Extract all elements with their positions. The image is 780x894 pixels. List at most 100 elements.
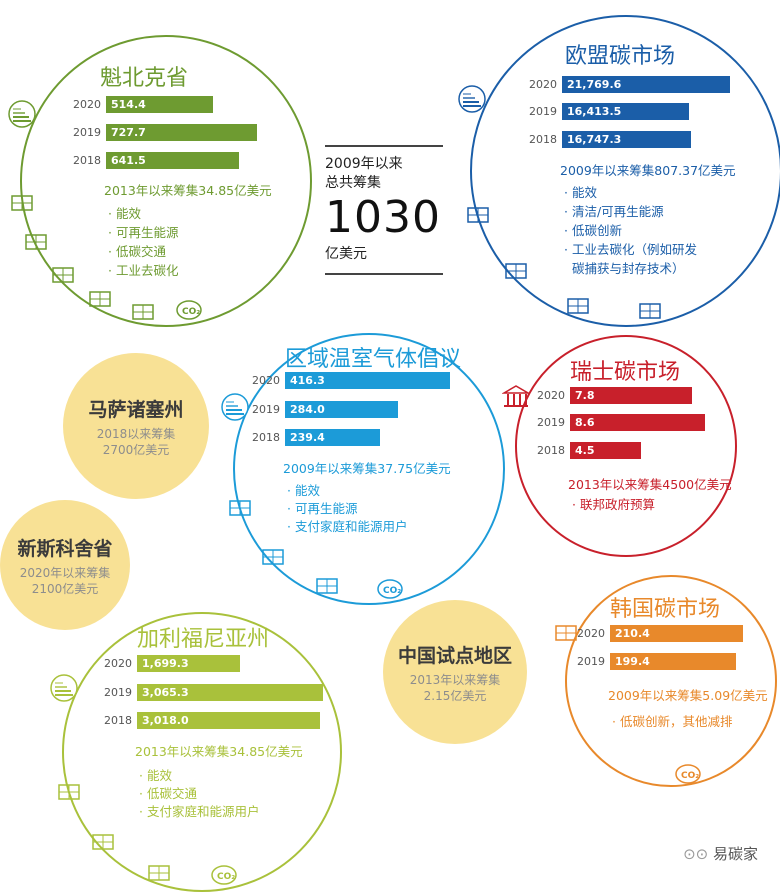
region-circle: 新斯科舍省 2020年以来筹集 2100亿美元 (0, 500, 130, 630)
bullet-dot: · (564, 185, 572, 200)
bullet-dot: · (108, 244, 116, 259)
solar-panel-icon (502, 256, 530, 284)
bus-icon (55, 777, 83, 805)
bar-year-label: 2020 (104, 657, 132, 670)
bullet-item: · 能效 (139, 765, 172, 784)
bar-year-label: 2020 (73, 98, 101, 111)
svg-text:CO₂: CO₂ (681, 771, 699, 781)
bar: 3,065.3 (137, 684, 323, 701)
bullet-text: 可再生能源 (115, 225, 179, 240)
panel-title: 瑞士碳市场 (570, 360, 681, 385)
bullet-item: · 可再生能源 (287, 498, 357, 517)
house-icon (313, 571, 341, 599)
bullet-dot: · (564, 242, 572, 257)
bullet-dot: · (108, 206, 116, 221)
bullet-text: 工业去碳化 (115, 263, 179, 278)
divider (325, 273, 443, 275)
region-amount: 2013年以来筹集 2.15亿美元 (410, 672, 501, 704)
bullet-dot (564, 261, 572, 276)
region-circle: 中国试点地区 2013年以来筹集 2.15亿美元 (383, 600, 527, 744)
factory-icon (129, 297, 157, 325)
region-circle: 马萨诸塞州 2018以来筹集 2700亿美元 (63, 353, 209, 499)
wind-turbine-icon (8, 188, 36, 216)
bus-icon (49, 260, 77, 288)
energy-rating-icon (49, 673, 78, 702)
watermark: ⊙⊙ 易碳家 (683, 843, 758, 864)
bar-year-label: 2019 (537, 416, 565, 429)
bar-year-label: 2020 (529, 78, 557, 91)
bullet-dot: · (139, 786, 147, 801)
bar: 7.8 (570, 387, 693, 404)
leaf-icon (89, 827, 117, 855)
bullet-text: 碳捕获与封存技术） (571, 261, 685, 276)
bullet-text: 低碳交通 (115, 244, 166, 259)
bar-year-label: 2019 (73, 126, 101, 139)
solar-panel-icon (22, 227, 50, 255)
bar-year-label: 2019 (252, 403, 280, 416)
bullet-item: · 低碳交通 (139, 783, 197, 802)
energy-rating-icon (458, 85, 486, 114)
watermark-text: 易碳家 (712, 845, 758, 863)
svg-text:CO₂: CO₂ (217, 872, 235, 882)
bullet-item: · 能效 (108, 203, 141, 222)
energy-rating-icon (8, 100, 36, 128)
co2-cloud-icon: CO₂ (674, 761, 702, 789)
svg-text:CO₂: CO₂ (182, 307, 200, 317)
bullet-dot: · (139, 804, 147, 819)
wechat-icon: ⊙⊙ (683, 845, 713, 863)
panel-summary: 2009年以来筹集37.75亿美元 (283, 461, 451, 476)
region-since: 2013年以来筹集 (409, 672, 501, 687)
region-amount: 2018以来筹集 2700亿美元 (97, 426, 176, 458)
bullet-item: · 低碳创新 (564, 220, 622, 239)
bar: 16,413.5 (562, 103, 689, 120)
co2-cloud-icon: CO₂ (175, 297, 203, 325)
energy-rating-icon (220, 392, 249, 421)
bullet-text: 可再生能源 (294, 501, 358, 516)
bar: 8.6 (570, 414, 705, 431)
bullet-item: · 清洁/可再生能源 (564, 201, 664, 220)
bullet-dot: · (287, 519, 295, 534)
divider (325, 145, 443, 147)
region-name: 马萨诸塞州 (88, 398, 184, 421)
bar-year-label: 2020 (252, 374, 280, 387)
panel-summary: 2009年以来筹集5.09亿美元 (608, 688, 768, 703)
panel-circle (20, 35, 312, 327)
panel-summary: 2009年以来筹集807.37亿美元 (560, 163, 736, 178)
svg-text:CO₂: CO₂ (383, 586, 401, 596)
wind-turbine-icon (464, 200, 492, 228)
bar-year-label: 2020 (537, 389, 565, 402)
total-unit: 亿美元 (325, 246, 367, 262)
bar-year-label: 2018 (104, 714, 132, 727)
total-caption-line1: 2009年以来 (325, 156, 403, 172)
bullet-item: · 支付家庭和能源用户 (287, 516, 407, 535)
bar: 284.0 (285, 401, 398, 418)
panel-summary: 2013年以来筹集4500亿美元 (568, 477, 732, 492)
bar-year-label: 2018 (73, 154, 101, 167)
total-caption: 2009年以来 总共筹集 (325, 155, 443, 193)
bullet-text: 能效 (571, 185, 597, 200)
lightbulb-icon (552, 618, 580, 646)
bar: 1,699.3 (137, 655, 241, 672)
bullet-dot: · (139, 768, 147, 783)
panel-circle (470, 15, 780, 327)
bar-year-label: 2019 (529, 105, 557, 118)
bullet-dot: · (287, 501, 295, 516)
panel-title: 加利福尼亚州 (137, 627, 270, 652)
bullet-item: · 低碳交通 (108, 241, 166, 260)
bullet-item: · 能效 (564, 182, 597, 201)
bullet-text: 低碳交通 (146, 786, 197, 801)
co2-cloud-icon: CO₂ (376, 576, 404, 604)
bullet-dot: · (108, 263, 116, 278)
region-total: 2100亿美元 (31, 581, 99, 596)
region-since: 2020年以来筹集 (19, 565, 111, 580)
panel-title: 欧盟碳市场 (565, 44, 676, 69)
bullet-text: 能效 (115, 206, 141, 221)
bullet-item: 碳捕获与封存技术） (564, 258, 685, 277)
co2-cloud-icon: CO₂ (210, 862, 238, 890)
bullet-dot: · (287, 483, 295, 498)
bullet-dot: · (564, 204, 572, 219)
region-total: 2.15亿美元 (423, 688, 487, 703)
bar-year-label: 2018 (252, 431, 280, 444)
factory-icon (145, 858, 173, 886)
region-since: 2018以来筹集 (96, 426, 176, 441)
